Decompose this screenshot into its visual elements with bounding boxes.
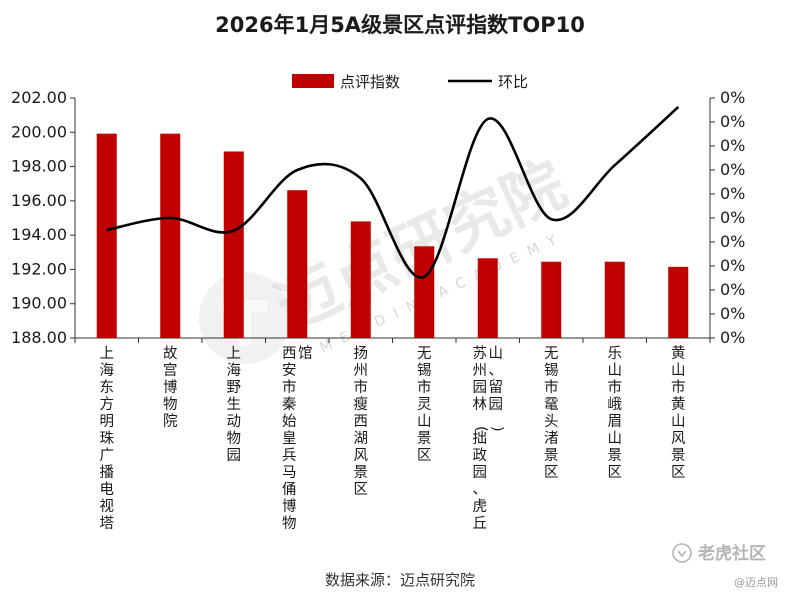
bar (160, 133, 181, 338)
brand-sub: @迈点网 (734, 576, 778, 589)
bar (287, 190, 308, 338)
brand: 老虎社区 @迈点网 (672, 543, 778, 589)
category-labels: 上海东方明珠广播电视塔 故宫博物院 上海野生动物园 西安市秦始皇兵马俑博物馆 扬州市瘦西… (100, 345, 687, 532)
y-left-tick-label: 200.00 (11, 122, 67, 141)
series-line-环比 (106, 106, 680, 279)
bar (223, 151, 244, 338)
axes: 188.00 190.00 192.00 194.00 196.00 198.00 200.… (11, 88, 745, 347)
bar (668, 266, 689, 338)
y-right-tick-label: 0% (720, 136, 745, 155)
y-left-tick-label: 188.00 (11, 328, 67, 347)
y-left-tick-label: 196.00 (11, 191, 67, 210)
category-label: 苏州园林(拙政园、虎丘山、留园) (473, 345, 505, 532)
line-layer (106, 106, 680, 279)
y-right-tick-label: 0% (720, 112, 745, 131)
bars (96, 133, 689, 338)
category-label: 故宫博物院 (163, 345, 178, 430)
brand-main: 老虎社区 (697, 543, 766, 564)
bar (604, 261, 625, 338)
category-label: 无锡市灵山景区 (417, 346, 432, 464)
watermark: 迈点研究院 MEADIN ACADEMY (199, 147, 577, 364)
chart-title: 2026年1月5A级景区点评指数TOP10 (215, 13, 585, 37)
bar (96, 133, 117, 338)
category-label: 西安市秦始皇兵马俑博物馆 (282, 345, 313, 532)
y-left-tick-label: 198.00 (11, 157, 67, 176)
category-label: 黄山市黄山风景区 (671, 345, 686, 481)
y-left-tick-label: 202.00 (11, 88, 67, 107)
y-right-tick-label: 0% (720, 88, 745, 107)
legend-label-bar: 点评指数 (340, 73, 400, 91)
y-right-tick-label: 0% (720, 208, 745, 227)
y-right-tick-label: 0% (720, 280, 745, 299)
y-right-tick-label: 0% (720, 256, 745, 275)
brand-logo-icon (672, 543, 692, 563)
source-note: 数据来源：迈点研究院 (325, 571, 475, 589)
y-right-tick-label: 0% (720, 184, 745, 203)
legend: 点评指数 环比 (292, 73, 528, 91)
y-left-tick-label: 194.00 (11, 225, 67, 244)
category-label: 上海野生动物园 (227, 345, 242, 464)
category-label: 乐山市峨眉山景区 (608, 345, 623, 481)
y-right-tick-label: 0% (720, 160, 745, 179)
legend-swatch-bar (292, 74, 334, 88)
bar (350, 221, 371, 338)
y-right-tick-label: 0% (720, 304, 745, 323)
y-right-tick-label: 0% (720, 232, 745, 251)
category-label: 扬州市瘦西湖风景区 (354, 345, 369, 498)
bar (414, 246, 435, 338)
y-right-tick-label: 0% (720, 328, 745, 347)
category-label: 上海东方明珠广播电视塔 (100, 345, 115, 532)
category-label: 无锡市鼋头渚景区 (544, 346, 559, 481)
legend-label-line: 环比 (498, 73, 528, 91)
y-left-tick-label: 192.00 (11, 259, 67, 278)
bar (541, 261, 562, 338)
watermark-logo-icon (199, 272, 291, 364)
y-left-tick-label: 190.00 (11, 294, 67, 313)
bar (477, 258, 498, 338)
